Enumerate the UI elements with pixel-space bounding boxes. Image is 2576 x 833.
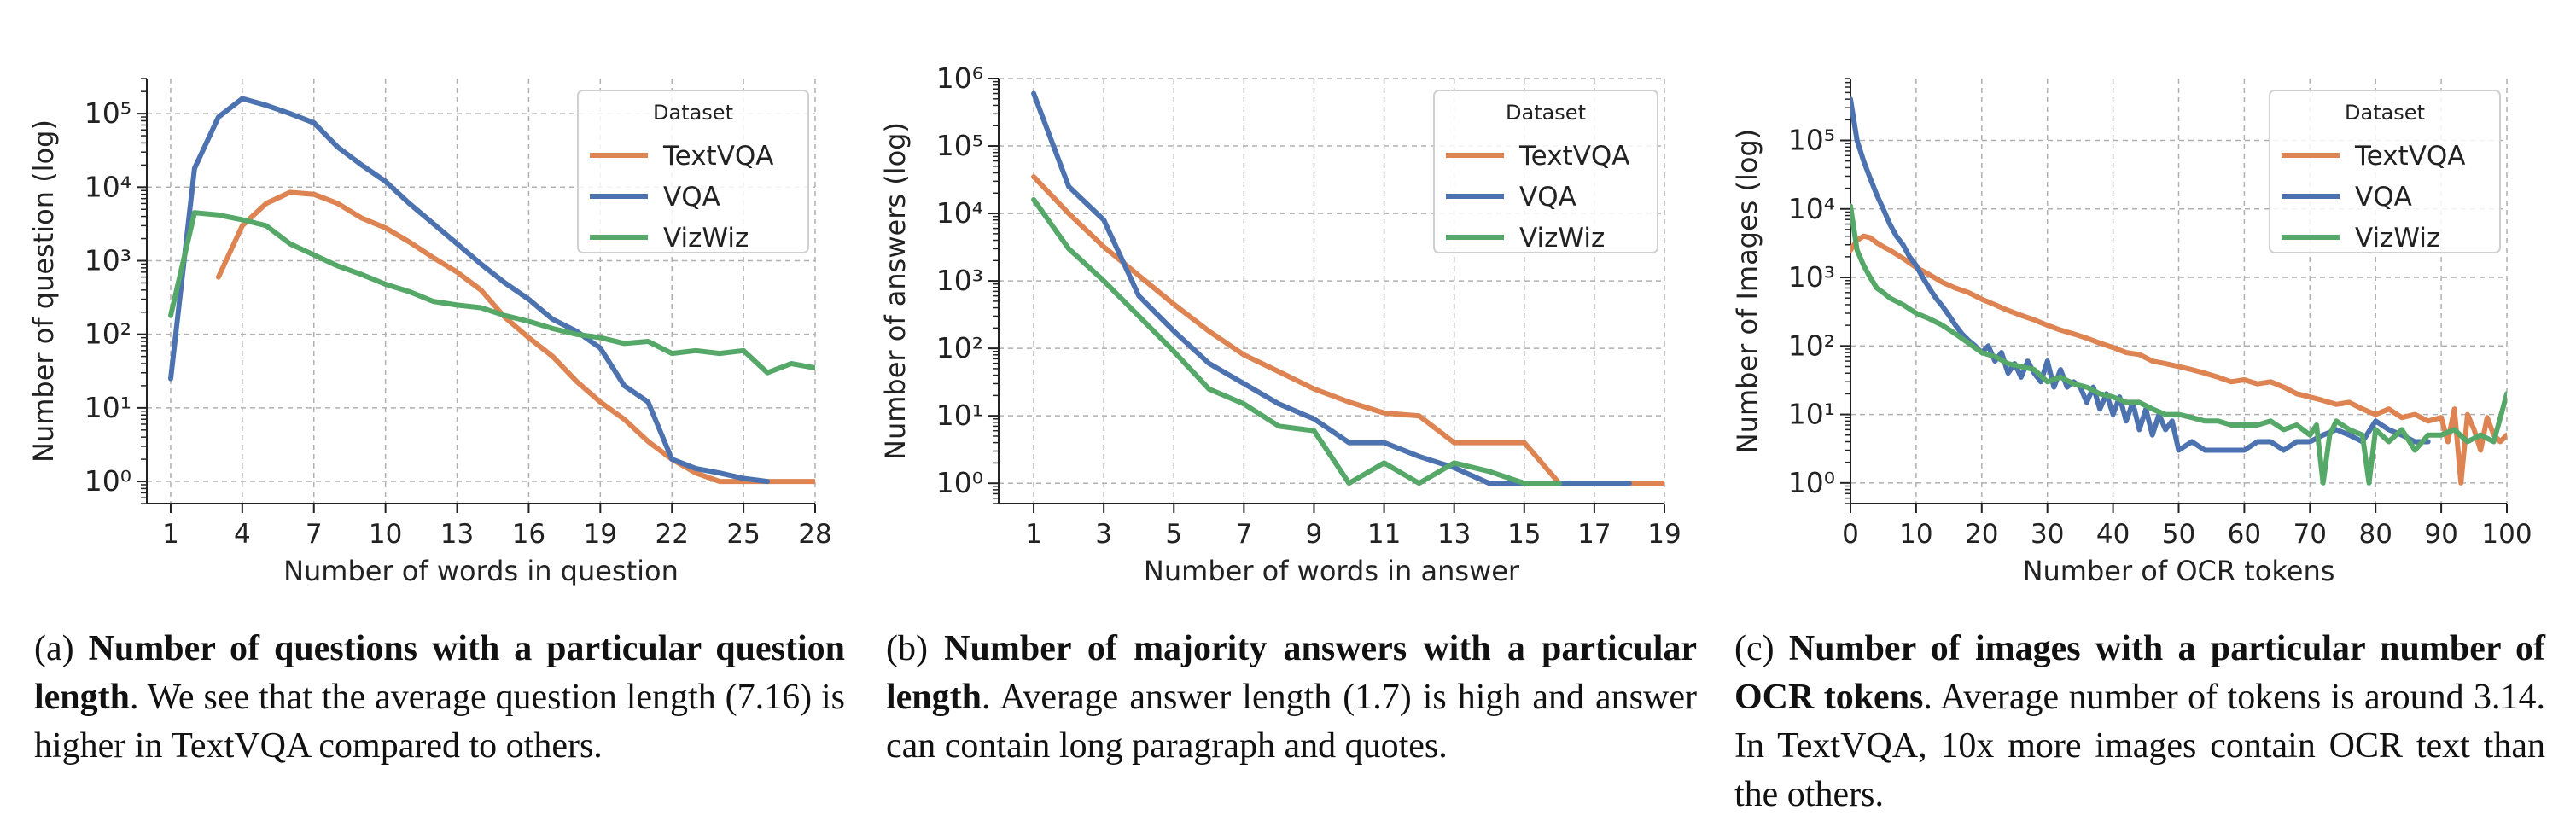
y-tick-label: 10⁴	[1788, 192, 1835, 225]
x-tick-label: 16	[512, 519, 545, 550]
x-tick-label: 100	[2481, 519, 2532, 550]
legend-label-vizwiz: VizWiz	[2355, 223, 2440, 253]
x-tick-label: 70	[2293, 519, 2327, 550]
chart-panel-b: 1 3 5 7 9 11 13 15 17 1910⁰10¹10²10³10⁴10⁵10⁶Numb…	[879, 61, 1681, 587]
x-tick-label: 7	[1236, 519, 1253, 550]
caption-b-text: . Average answer length (1.7) is high an…	[886, 678, 1697, 766]
y-tick-label: 10⁰	[85, 464, 131, 498]
y-tick-label: 10¹	[85, 391, 131, 424]
y-axis-label: Number of question (log)	[27, 119, 60, 463]
y-tick-label: 10²	[85, 317, 131, 351]
caption-a-title: Number of questions with a particular qu…	[34, 629, 846, 717]
x-tick-label: 50	[2162, 519, 2195, 550]
series-line-vizwiz	[168, 210, 815, 376]
x-tick-label: 11	[1367, 519, 1401, 550]
y-axis-label: Number of Images (log)	[1731, 129, 1763, 454]
legend-title: Dataset	[1506, 101, 1586, 125]
x-tick-label: 20	[1965, 519, 1998, 550]
series-line-vizwiz	[1850, 203, 2507, 486]
x-tick-label: 19	[584, 519, 617, 550]
y-tick-label: 10⁵	[936, 129, 983, 162]
y-tick-label: 10³	[85, 243, 131, 277]
x-tick-label: 10	[1899, 519, 1932, 550]
chart-panel-a: 1 4 7 10 13 16 19 22 25 28 10⁰ 10¹ 10² 10³ 10⁴ 10⁵ Numbe…	[27, 78, 832, 587]
legend: Dataset TextVQA VQA VizWiz	[577, 90, 809, 253]
x-axis-label: Number of OCR tokens	[2023, 555, 2335, 587]
x-tick-label: 60	[2228, 519, 2261, 550]
caption-b-title: Number of majority answers with a partic…	[886, 629, 1698, 717]
series-line-vqa	[168, 96, 771, 485]
legend-box	[577, 90, 809, 253]
charts-figure: 1 4 7 10 13 16 19 22 25 2810⁰10¹10²10³10⁴10⁵Numbe…	[27, 61, 2532, 587]
y-tick-label: 10⁶	[936, 61, 983, 95]
x-axis-label: Number of words in answer	[1144, 555, 1520, 587]
legend-label-vizwiz: VizWiz	[663, 223, 749, 253]
y-tick-label: 10³	[936, 264, 983, 297]
legend: Dataset TextVQA VQA VizWiz	[2269, 90, 2501, 253]
x-tick-label: 4	[234, 519, 251, 550]
legend: Dataset TextVQA VQA VizWiz	[1433, 90, 1658, 253]
y-tick-label: 10⁰	[1788, 466, 1835, 499]
x-tick-label: 1	[162, 519, 179, 550]
caption-c-label: (c)	[1734, 629, 1775, 668]
legend-label-vizwiz: VizWiz	[1519, 223, 1605, 253]
caption-c-title: Number of images with a particular numbe…	[1734, 629, 2546, 717]
caption-c: (c) Number of images with a particular n…	[1734, 625, 2545, 819]
y-tick-label: 10¹	[1788, 398, 1835, 431]
caption-a-label: (a)	[34, 629, 74, 668]
chart-panel-c: 0 10 20 30 40 50 60 70 80 90 100 10⁰ 10¹ 10² 10³ 10⁴ 10⁵…	[1731, 78, 2532, 587]
legend-label-vqa: VQA	[1519, 182, 1576, 213]
caption-b-label: (b)	[886, 629, 928, 668]
x-tick-label: 9	[1306, 519, 1323, 550]
x-tick-label: 25	[726, 519, 760, 550]
caption-a: (a) Number of questions with a particula…	[34, 625, 845, 771]
y-tick-label: 10²	[1788, 329, 1835, 362]
legend-box	[2269, 90, 2501, 253]
legend-title: Dataset	[2345, 101, 2425, 125]
legend-label-vqa: VQA	[663, 182, 720, 213]
x-tick-label: 17	[1577, 519, 1611, 550]
x-tick-label: 3	[1095, 519, 1112, 550]
legend-title: Dataset	[653, 101, 733, 125]
series-line-vizwiz	[1031, 196, 1562, 486]
x-tick-label: 1	[1025, 519, 1042, 550]
y-tick-label: 10⁴	[85, 170, 131, 203]
x-tick-label: 22	[655, 519, 688, 550]
legend-label-textvqa: TextVQA	[1518, 141, 1630, 172]
x-tick-label: 0	[1842, 519, 1859, 550]
legend-label-textvqa: TextVQA	[662, 141, 774, 172]
caption-c-text: . Average number of tokens is around 3.1…	[1734, 678, 2545, 814]
x-tick-label: 40	[2096, 519, 2130, 550]
x-tick-label: 13	[1437, 519, 1471, 550]
caption-b: (b) Number of majority answers with a pa…	[886, 625, 1697, 771]
y-tick-label: 10⁴	[936, 196, 983, 230]
legend-label-vqa: VQA	[2355, 182, 2412, 213]
x-tick-label: 10	[369, 519, 402, 550]
x-tick-label: 19	[1647, 519, 1681, 550]
x-tick-label: 30	[2031, 519, 2064, 550]
x-tick-label: 7	[306, 519, 323, 550]
caption-a-text: . We see that the average question lengt…	[34, 678, 845, 766]
y-tick-label: 10¹	[936, 399, 983, 432]
x-tick-label: 28	[798, 519, 831, 550]
y-tick-label: 10³	[1788, 260, 1835, 294]
x-tick-label: 5	[1165, 519, 1182, 550]
x-tick-label: 15	[1507, 519, 1541, 550]
x-tick-label: 80	[2358, 519, 2392, 550]
y-tick-label: 10⁵	[1788, 123, 1835, 156]
y-tick-label: 10⁵	[85, 96, 131, 130]
legend-box	[1433, 90, 1658, 253]
y-tick-label: 10²	[936, 331, 983, 364]
y-axis-label: Number of answers (log)	[879, 122, 912, 460]
legend-label-textvqa: TextVQA	[2354, 141, 2466, 172]
x-tick-label: 90	[2424, 519, 2457, 550]
series-line-textvqa	[1850, 233, 2507, 486]
series-line-textvqa	[215, 189, 815, 485]
y-tick-label: 10⁰	[936, 466, 983, 499]
x-axis-label: Number of words in question	[283, 555, 679, 587]
x-tick-label: 13	[440, 519, 474, 550]
